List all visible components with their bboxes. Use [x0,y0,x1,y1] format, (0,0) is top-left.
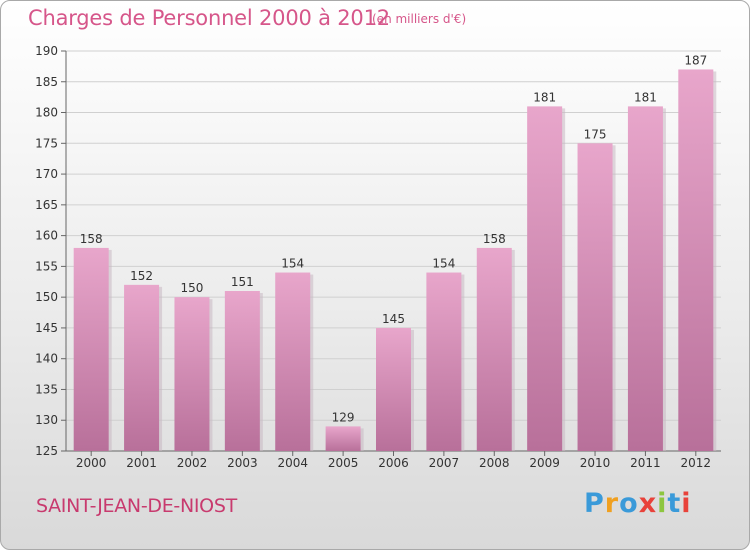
data-label: 129 [332,410,355,424]
bar [678,69,714,451]
logo-letter: t [667,488,682,519]
bar [224,291,260,451]
x-tick-label: 2004 [277,456,308,470]
logo-letter: P [584,488,605,519]
y-tick-label: 170 [35,167,58,181]
y-tick-label: 125 [35,444,58,458]
chart-title: Charges de Personnel 2000 à 2012 [28,6,390,30]
data-label: 158 [80,232,103,246]
data-label: 187 [684,53,707,67]
logo-letter: r [604,488,620,519]
y-tick-label: 145 [35,321,58,335]
bar [527,106,563,451]
x-tick-label: 2005 [328,456,359,470]
bar [325,426,361,451]
y-tick-label: 165 [35,198,58,212]
x-tick-label: 2003 [227,456,258,470]
proxiti-logo: Proxiti [584,488,692,519]
y-tick-label: 150 [35,290,58,304]
data-label: 151 [231,275,254,289]
y-tick-label: 185 [35,75,58,89]
x-tick-label: 2008 [479,456,510,470]
bar [476,247,512,451]
data-label: 154 [281,257,304,271]
bar [376,327,411,451]
city-name: SAINT-JEAN-DE-NIOST [36,495,237,517]
bar [174,297,210,451]
logo-letter: i [681,488,692,519]
y-tick-label: 135 [35,382,58,396]
x-tick-label: 2010 [580,456,611,470]
bar [275,272,311,451]
bar [73,247,109,451]
y-tick-label: 130 [35,413,58,427]
chart-subtitle: (en milliers d'€) [372,12,467,26]
y-tick-label: 160 [35,229,58,243]
bar [627,106,663,451]
x-tick-label: 2007 [429,456,460,470]
logo-letter: i [657,488,668,519]
data-label: 145 [382,312,405,326]
x-tick-label: 2011 [630,456,661,470]
x-tick-label: 2002 [177,456,208,470]
x-tick-label: 2012 [681,456,712,470]
x-tick-label: 2009 [529,456,560,470]
y-tick-label: 175 [35,136,58,150]
data-label: 150 [181,281,204,295]
y-tick-label: 190 [35,44,58,58]
bar [426,272,462,451]
data-label: 158 [483,232,506,246]
x-tick-label: 2006 [378,456,409,470]
bar [577,143,613,452]
bar [124,284,160,451]
data-label: 175 [584,127,607,141]
data-label: 152 [130,269,153,283]
logo-letter: o [619,488,639,519]
logo-letter: x [638,488,658,519]
y-tick-label: 180 [35,106,58,120]
data-label: 154 [432,257,455,271]
data-label: 181 [634,90,657,104]
x-tick-label: 2000 [76,456,107,470]
y-tick-label: 155 [35,259,58,273]
y-tick-label: 140 [35,352,58,366]
x-tick-label: 2001 [126,456,157,470]
data-label: 181 [533,90,556,104]
